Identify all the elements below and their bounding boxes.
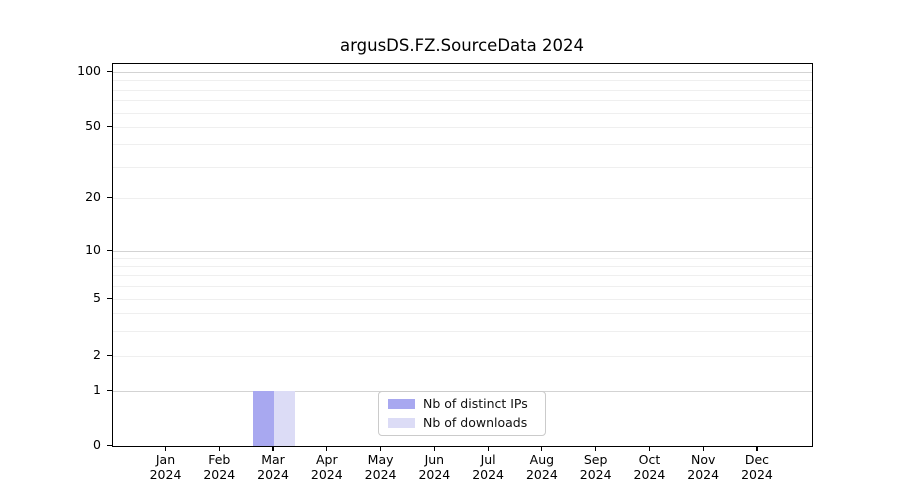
- y-axis-tick-label: 50: [85, 118, 101, 133]
- x-axis-tick-label: Oct 2024: [633, 452, 666, 482]
- x-tick-mark: [433, 446, 435, 451]
- x-axis-tick-label: Aug 2024: [525, 452, 558, 482]
- x-tick-mark: [595, 446, 597, 451]
- y-minor-gridline: [113, 266, 812, 268]
- x-axis-tick-label: Jun 2024: [418, 452, 451, 482]
- x-axis-tick-label: Feb 2024: [203, 452, 236, 482]
- y-minor-gridline: [113, 144, 812, 146]
- x-tick-mark: [541, 446, 543, 451]
- y-tick-mark: [107, 249, 112, 251]
- x-tick-mark: [218, 446, 220, 451]
- bar-nb-of-distinct-ips: [253, 391, 275, 446]
- y-gridline: [113, 356, 812, 357]
- y-gridline: [113, 250, 812, 252]
- y-minor-gridline: [113, 275, 812, 277]
- y-axis-tick-label: 100: [77, 63, 101, 78]
- x-axis-tick-label: Dec 2024: [741, 452, 773, 482]
- x-tick-mark: [379, 446, 382, 451]
- legend-item: Nb of distinct IPs: [388, 397, 545, 411]
- legend-swatch-icon: [388, 399, 415, 409]
- y-gridline: [113, 72, 812, 73]
- x-tick-mark: [326, 446, 328, 451]
- x-tick-mark: [487, 446, 489, 451]
- x-tick-mark: [164, 446, 167, 451]
- y-tick-mark: [107, 71, 112, 73]
- x-axis-tick-label: Jul 2024: [472, 452, 505, 482]
- y-tick-mark: [107, 126, 112, 128]
- y-minor-gridline: [113, 286, 812, 288]
- legend-swatch-icon: [388, 418, 415, 428]
- y-minor-gridline: [113, 257, 812, 259]
- legend: Nb of distinct IPs Nb of downloads: [378, 391, 546, 436]
- y-tick-mark: [107, 355, 112, 357]
- y-minor-gridline: [113, 100, 812, 102]
- legend-item: Nb of downloads: [388, 416, 545, 430]
- y-axis-tick-label: 20: [85, 189, 101, 204]
- y-gridline: [113, 299, 812, 300]
- y-minor-gridline: [113, 166, 812, 168]
- x-tick-mark: [756, 446, 758, 451]
- x-tick-mark: [702, 446, 704, 451]
- y-minor-gridline: [113, 330, 812, 332]
- legend-label: Nb of distinct IPs: [423, 396, 528, 411]
- y-minor-gridline: [113, 312, 812, 314]
- y-axis-tick-label: 0: [93, 437, 101, 452]
- x-tick-mark: [272, 446, 274, 451]
- y-minor-gridline: [113, 89, 812, 91]
- x-axis-tick-label: May 2024: [364, 452, 397, 482]
- y-tick-mark: [107, 445, 112, 447]
- bar-nb-of-downloads: [274, 391, 296, 446]
- y-axis-tick-label: 2: [93, 347, 101, 362]
- y-minor-gridline: [113, 80, 812, 82]
- x-axis-tick-label: Apr 2024: [310, 452, 343, 482]
- legend-label: Nb of downloads: [423, 415, 528, 430]
- plot-area: Nb of distinct IPs Nb of downloads: [112, 63, 813, 447]
- x-axis-tick-label: Sep 2024: [579, 452, 612, 482]
- y-gridline: [113, 127, 812, 128]
- y-tick-mark: [107, 197, 112, 199]
- y-axis-tick-label: 10: [85, 241, 101, 257]
- x-axis-tick-label: Jan 2024: [149, 452, 182, 482]
- y-gridline: [113, 198, 812, 199]
- y-tick-mark: [107, 298, 112, 300]
- y-tick-mark: [107, 390, 112, 392]
- x-axis-tick-label: Mar 2024: [257, 452, 289, 482]
- y-axis-tick-label: 5: [93, 290, 101, 305]
- y-minor-gridline: [113, 112, 812, 114]
- y-axis-tick-label: 1: [93, 382, 101, 397]
- x-axis-tick-label: Nov 2024: [687, 452, 720, 482]
- chart-title: argusDS.FZ.SourceData 2024: [340, 36, 584, 55]
- x-tick-mark: [648, 446, 651, 451]
